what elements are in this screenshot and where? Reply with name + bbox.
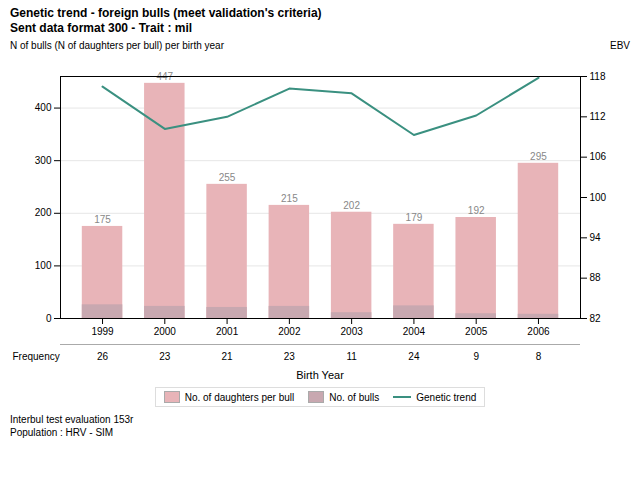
svg-text:0: 0 bbox=[46, 313, 52, 324]
svg-text:2006: 2006 bbox=[527, 326, 550, 337]
html-text:Sent data format 300 - Trait :: Sent data format 300 - Trait : mil bbox=[10, 21, 192, 35]
svg-text:215: 215 bbox=[281, 193, 298, 204]
svg-text:2003: 2003 bbox=[341, 326, 364, 337]
svg-text:21: 21 bbox=[222, 351, 234, 362]
svg-text:295: 295 bbox=[530, 151, 547, 162]
svg-text:Frequency: Frequency bbox=[13, 351, 60, 362]
svg-text:2004: 2004 bbox=[403, 326, 426, 337]
svg-text:106: 106 bbox=[590, 151, 607, 162]
svg-text:8: 8 bbox=[536, 351, 542, 362]
svg-text:400: 400 bbox=[35, 102, 52, 113]
html-text:Interbul test evaluation 153r: Interbul test evaluation 153r bbox=[10, 414, 134, 425]
svg-text:192: 192 bbox=[468, 205, 485, 216]
svg-text:94: 94 bbox=[590, 232, 602, 243]
svg-text:11: 11 bbox=[346, 351, 357, 362]
html-text:N of bulls (N of daughters per: N of bulls (N of daughters per bull) per… bbox=[10, 40, 224, 51]
html-text:Genetic trend - foreign bulls: Genetic trend - foreign bulls (meet vali… bbox=[10, 6, 322, 20]
svg-text:1999: 1999 bbox=[91, 326, 114, 337]
svg-text:88: 88 bbox=[590, 272, 602, 283]
svg-text:26: 26 bbox=[97, 351, 109, 362]
svg-text:2002: 2002 bbox=[278, 326, 301, 337]
svg-text:23: 23 bbox=[159, 351, 171, 362]
html-text:No. of daughters per bull: No. of daughters per bull bbox=[184, 391, 295, 403]
svg-text:202: 202 bbox=[343, 200, 360, 211]
svg-text:112: 112 bbox=[590, 111, 606, 122]
svg-text:23: 23 bbox=[284, 351, 296, 362]
html-text:Population : HRV - SIM: Population : HRV - SIM bbox=[10, 427, 114, 438]
svg-text:255: 255 bbox=[219, 172, 236, 183]
html-text:Birth Year: Birth Year bbox=[296, 369, 344, 381]
svg-text:175: 175 bbox=[94, 214, 111, 225]
html-text:No. of bulls: No. of bulls bbox=[329, 391, 380, 403]
svg-text:2000: 2000 bbox=[154, 326, 177, 337]
html-text:Genetic trend: Genetic trend bbox=[416, 391, 477, 403]
svg-text:100: 100 bbox=[35, 260, 52, 271]
svg-text:82: 82 bbox=[590, 313, 602, 324]
html-text:EBV: EBV bbox=[610, 40, 630, 51]
svg-text:118: 118 bbox=[590, 71, 606, 82]
svg-text:24: 24 bbox=[408, 351, 420, 362]
svg-text:2005: 2005 bbox=[465, 326, 488, 337]
svg-text:300: 300 bbox=[35, 155, 52, 166]
svg-text:200: 200 bbox=[35, 207, 52, 218]
svg-text:447: 447 bbox=[156, 71, 174, 83]
svg-text:9: 9 bbox=[473, 351, 479, 362]
svg-text:100: 100 bbox=[590, 192, 607, 203]
svg-text:2001: 2001 bbox=[216, 326, 239, 337]
svg-text:179: 179 bbox=[406, 212, 423, 223]
